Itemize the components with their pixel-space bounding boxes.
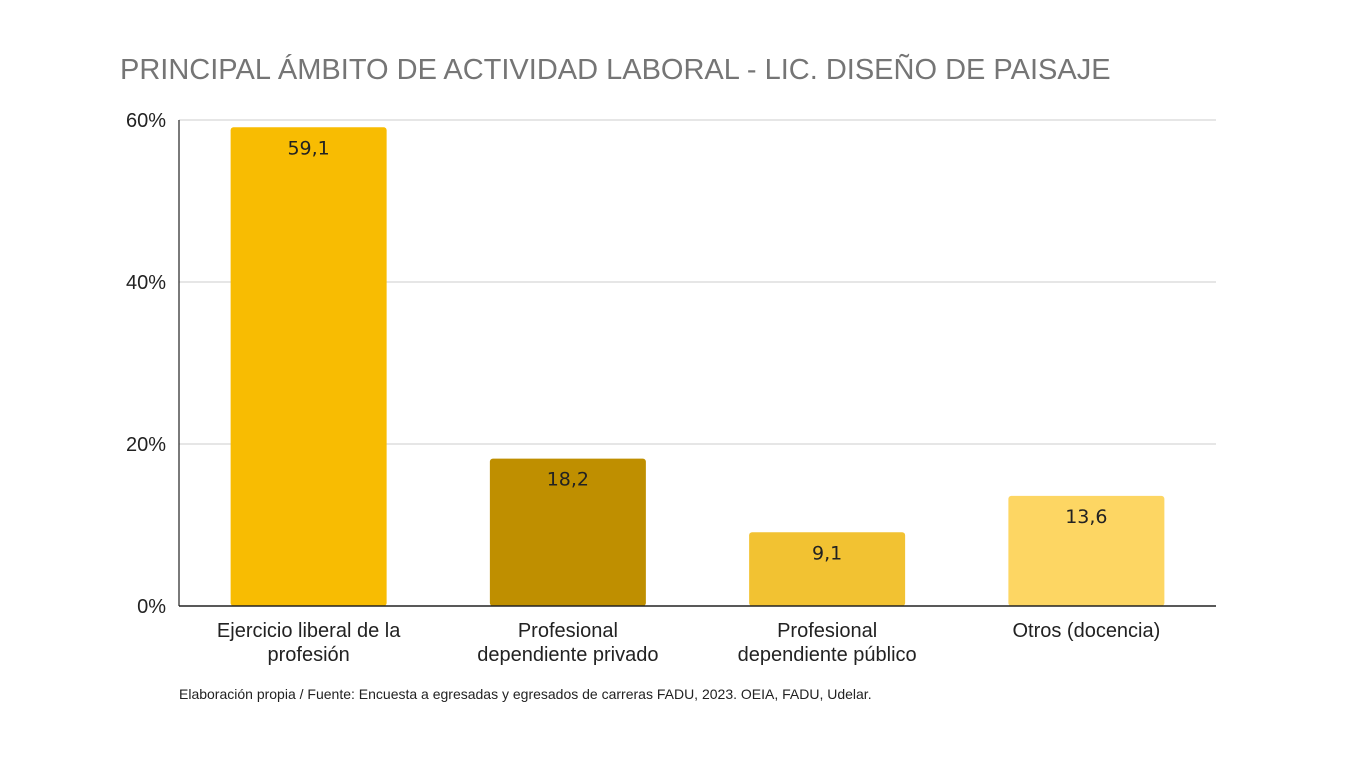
chart-title: PRINCIPAL ÁMBITO DE ACTIVIDAD LABORAL - … bbox=[120, 52, 1111, 86]
bar bbox=[230, 127, 387, 606]
x-category-label: Profesional bbox=[518, 620, 618, 642]
x-category-label: Profesional bbox=[777, 620, 877, 642]
y-tick-label: 40% bbox=[126, 272, 166, 294]
bar-value-label: 13,6 bbox=[1065, 506, 1107, 528]
bar-value-label: 18,2 bbox=[547, 469, 589, 491]
source-note: Elaboración propia / Fuente: Encuesta a … bbox=[179, 686, 872, 702]
x-category-label: dependiente público bbox=[738, 644, 917, 666]
y-tick-label: 0% bbox=[137, 596, 166, 618]
x-category-label: profesión bbox=[267, 644, 349, 666]
x-category-label: Otros (docencia) bbox=[1012, 620, 1160, 642]
x-category-label: dependiente privado bbox=[477, 644, 658, 666]
y-tick-label: 60% bbox=[126, 110, 166, 132]
y-tick-label: 20% bbox=[126, 434, 166, 456]
y-axis-ticks: 0% 20% 40% 60% bbox=[126, 110, 166, 618]
bars bbox=[230, 127, 1165, 606]
bar-value-label: 59,1 bbox=[287, 137, 329, 159]
bar bbox=[1008, 495, 1165, 606]
bar-value-label: 9,1 bbox=[812, 542, 842, 564]
x-category-label: Ejercicio liberal de la bbox=[217, 620, 401, 642]
bar bbox=[749, 532, 906, 606]
data-labels: 59,1 18,2 9,1 13,6 bbox=[287, 137, 1107, 564]
bar bbox=[489, 458, 646, 606]
